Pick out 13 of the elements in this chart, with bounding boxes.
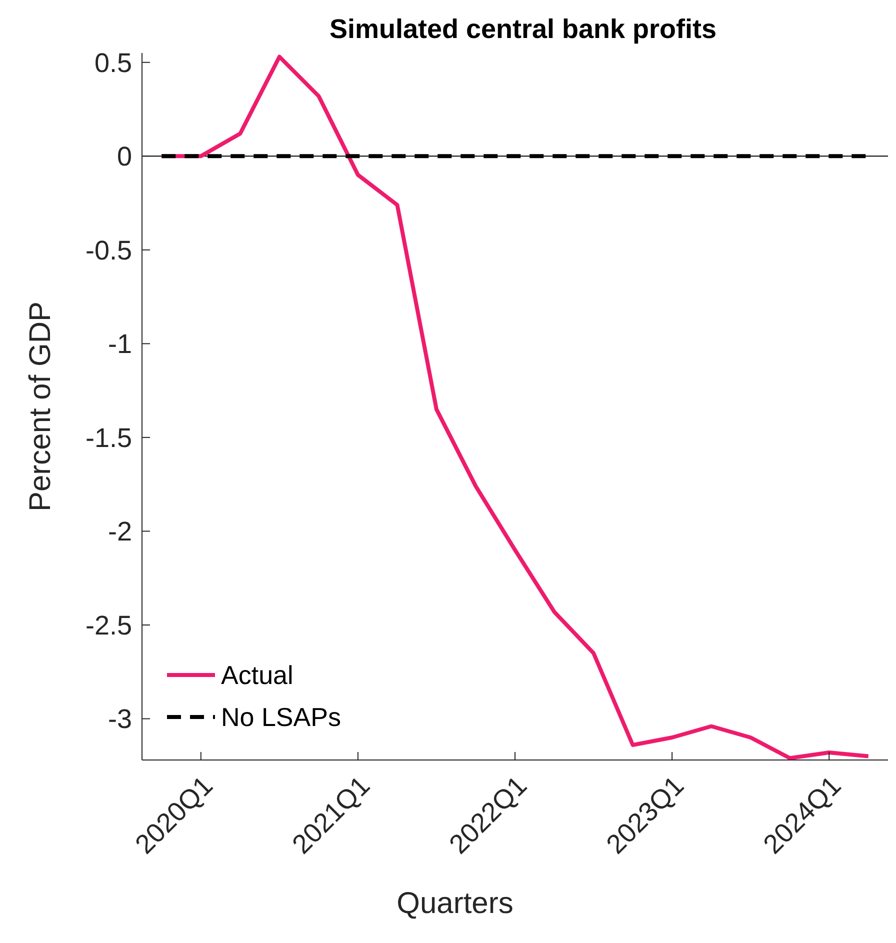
legend-label: Actual (221, 660, 294, 690)
y-tick-label: 0 (116, 142, 132, 172)
y-axis-title: Percent of GDP (24, 301, 57, 512)
y-tick-label: -1 (108, 329, 132, 360)
y-tick-label: 0.5 (94, 48, 132, 78)
y-tick-label: -1.5 (85, 422, 132, 453)
y-tick-label: -2.5 (85, 610, 132, 640)
legend-label: No LSAPs (221, 702, 341, 732)
y-tick-label: -3 (108, 704, 132, 734)
y-tick-label: -0.5 (85, 235, 132, 266)
x-axis-title: Quarters (396, 887, 514, 920)
chart-title: Simulated central bank profits (329, 14, 717, 44)
y-tick-label: -2 (108, 516, 132, 547)
